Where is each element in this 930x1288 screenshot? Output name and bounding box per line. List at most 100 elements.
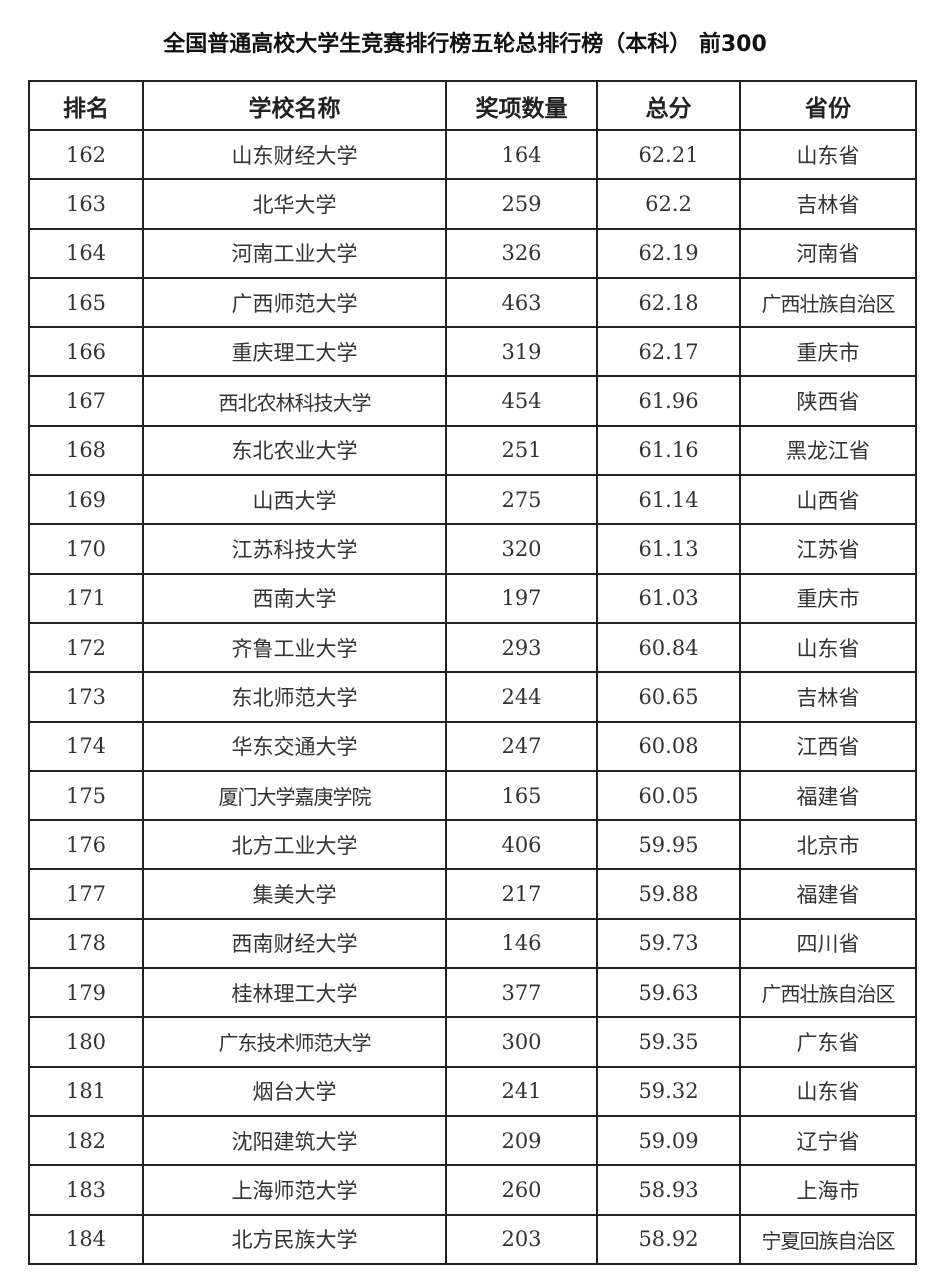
cell-total-score: 59.73 [596, 917, 741, 970]
cell-school-name: 山西大学 [142, 474, 447, 526]
cell-school-name: 广东技术师范大学 [142, 1016, 447, 1068]
cell-province: 宁夏回族自治区 [739, 1213, 917, 1265]
cell-province: 河南省 [739, 227, 917, 279]
cell-rank: 164 [28, 227, 144, 279]
column-header-total-score: 总分 [596, 80, 741, 131]
cell-total-score: 59.95 [596, 819, 741, 871]
cell-province: 北京市 [739, 819, 917, 871]
cell-school-name: 东北农业大学 [142, 424, 447, 477]
cell-total-score: 62.21 [596, 128, 741, 181]
cell-school-name: 北华大学 [142, 178, 447, 230]
column-header-province: 省份 [739, 80, 917, 131]
cell-total-score: 59.88 [596, 868, 741, 920]
cell-award-count: 244 [445, 671, 598, 723]
cell-rank: 178 [28, 917, 144, 970]
cell-award-count: 454 [445, 375, 598, 427]
cell-rank: 180 [28, 1016, 144, 1068]
cell-award-count: 217 [445, 868, 598, 920]
cell-award-count: 251 [445, 424, 598, 477]
cell-award-count: 319 [445, 326, 598, 378]
cell-rank: 181 [28, 1065, 144, 1117]
cell-school-name: 齐鲁工业大学 [142, 621, 447, 674]
cell-award-count: 406 [445, 819, 598, 871]
cell-award-count: 260 [445, 1164, 598, 1216]
cell-total-score: 60.65 [596, 671, 741, 723]
cell-school-name: 烟台大学 [142, 1065, 447, 1117]
cell-total-score: 61.13 [596, 523, 741, 575]
ranking-table: 排名 学校名称 奖项数量 总分 省份 162 山东财经大学 164 62.21 山东省 163 北华… [28, 80, 917, 1265]
cell-award-count: 209 [445, 1114, 598, 1167]
cell-total-score: 59.63 [596, 967, 741, 1019]
cell-rank: 169 [28, 474, 144, 526]
cell-rank: 179 [28, 967, 144, 1019]
table-row: 162 山东财经大学 164 62.21 山东省 [28, 128, 917, 181]
cell-province: 福建省 [739, 868, 917, 920]
table-row: 167 西北农林科技大学 454 61.96 陕西省 [28, 375, 917, 427]
cell-award-count: 293 [445, 621, 598, 674]
table-row: 177 集美大学 217 59.88 福建省 [28, 868, 917, 920]
cell-province: 黑龙江省 [739, 424, 917, 477]
cell-rank: 168 [28, 424, 144, 477]
cell-rank: 183 [28, 1164, 144, 1216]
cell-rank: 171 [28, 572, 144, 624]
cell-rank: 173 [28, 671, 144, 723]
cell-rank: 174 [28, 720, 144, 772]
cell-school-name: 桂林理工大学 [142, 967, 447, 1019]
table-row: 163 北华大学 259 62.2 吉林省 [28, 178, 917, 230]
cell-province: 四川省 [739, 917, 917, 970]
cell-rank: 162 [28, 128, 144, 181]
cell-rank: 184 [28, 1213, 144, 1265]
cell-province: 广西壮族自治区 [739, 276, 917, 329]
cell-award-count: 463 [445, 276, 598, 329]
cell-school-name: 重庆理工大学 [142, 326, 447, 378]
cell-total-score: 61.16 [596, 424, 741, 477]
cell-total-score: 58.92 [596, 1213, 741, 1265]
page-title: 全国普通高校大学生竞赛排行榜五轮总排行榜（本科） 前300 [163, 32, 767, 57]
cell-total-score: 61.03 [596, 572, 741, 624]
cell-school-name: 华东交通大学 [142, 720, 447, 772]
cell-province: 江西省 [739, 720, 917, 772]
cell-award-count: 259 [445, 178, 598, 230]
table-row: 166 重庆理工大学 319 62.17 重庆市 [28, 326, 917, 378]
cell-award-count: 197 [445, 572, 598, 624]
cell-award-count: 377 [445, 967, 598, 1019]
column-header-school-name: 学校名称 [142, 80, 447, 131]
table-row: 182 沈阳建筑大学 209 59.09 辽宁省 [28, 1114, 917, 1167]
cell-rank: 175 [28, 769, 144, 822]
cell-total-score: 62.19 [596, 227, 741, 279]
cell-school-name: 北方民族大学 [142, 1213, 447, 1265]
table-row: 172 齐鲁工业大学 293 60.84 山东省 [28, 621, 917, 674]
table-header: 排名 学校名称 奖项数量 总分 省份 [28, 80, 917, 131]
cell-school-name: 上海师范大学 [142, 1164, 447, 1216]
table-row: 165 广西师范大学 463 62.18 广西壮族自治区 [28, 276, 917, 329]
cell-province: 辽宁省 [739, 1114, 917, 1167]
cell-rank: 163 [28, 178, 144, 230]
cell-school-name: 北方工业大学 [142, 819, 447, 871]
cell-award-count: 300 [445, 1016, 598, 1068]
cell-total-score: 60.08 [596, 720, 741, 772]
cell-total-score: 62.18 [596, 276, 741, 329]
cell-rank: 165 [28, 276, 144, 329]
cell-award-count: 203 [445, 1213, 598, 1265]
cell-province: 吉林省 [739, 671, 917, 723]
cell-province: 上海市 [739, 1164, 917, 1216]
table-row: 178 西南财经大学 146 59.73 四川省 [28, 917, 917, 970]
cell-province: 陕西省 [739, 375, 917, 427]
cell-province: 吉林省 [739, 178, 917, 230]
cell-province: 广东省 [739, 1016, 917, 1068]
cell-school-name: 西南大学 [142, 572, 447, 624]
cell-rank: 182 [28, 1114, 144, 1167]
cell-school-name: 沈阳建筑大学 [142, 1114, 447, 1167]
table-row: 176 北方工业大学 406 59.95 北京市 [28, 819, 917, 871]
cell-total-score: 59.09 [596, 1114, 741, 1167]
cell-award-count: 326 [445, 227, 598, 279]
cell-school-name: 西南财经大学 [142, 917, 447, 970]
table-row: 184 北方民族大学 203 58.92 宁夏回族自治区 [28, 1213, 917, 1265]
cell-award-count: 146 [445, 917, 598, 970]
cell-province: 重庆市 [739, 326, 917, 378]
cell-school-name: 江苏科技大学 [142, 523, 447, 575]
cell-rank: 172 [28, 621, 144, 674]
cell-total-score: 62.2 [596, 178, 741, 230]
cell-province: 重庆市 [739, 572, 917, 624]
cell-school-name: 广西师范大学 [142, 276, 447, 329]
